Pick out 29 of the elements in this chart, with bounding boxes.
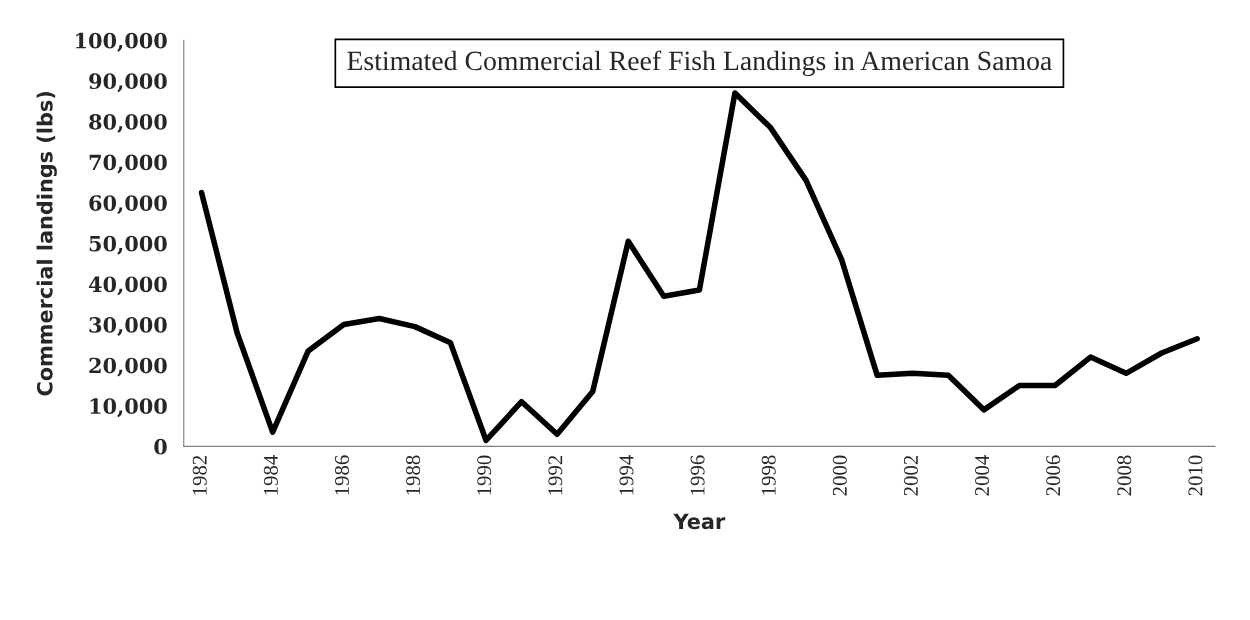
x-tick-label: 2008	[1117, 455, 1132, 496]
y-tick-label: 40,000	[88, 276, 167, 296]
y-tick-label: 0	[154, 438, 167, 455]
x-tick-label: 1996	[690, 455, 705, 495]
x-tick-label: 1982	[192, 455, 207, 495]
x-axis-title: Year	[673, 513, 726, 530]
y-tick-label: 20,000	[89, 357, 167, 377]
y-tick-label: 10,000	[90, 398, 167, 418]
x-tick-label: 2010	[1188, 455, 1203, 496]
y-tick-label: 30,000	[89, 317, 167, 336]
y-tick-label: 60,000	[89, 195, 167, 215]
y-tick-label: 50,000	[89, 235, 167, 255]
x-tick-label: 1998	[761, 455, 776, 495]
y-tick-label: 80,000	[89, 113, 167, 133]
chart-title: Estimated Commercial Reef Fish Landings in American Samoa	[347, 50, 1052, 76]
y-tick-label: 70,000	[89, 154, 167, 174]
x-tick-label: 1994	[619, 455, 634, 495]
x-tick-label: 1984	[263, 455, 278, 495]
y-tick-label: 90,000	[89, 73, 167, 93]
x-tick-label: 2000	[832, 455, 847, 496]
x-tick-label: 1992	[548, 455, 563, 495]
x-tick-label: 1986	[334, 455, 349, 495]
x-tick-label: 2004	[975, 455, 990, 496]
x-tick-label: 1990	[477, 455, 492, 495]
x-tick-label: 2002	[903, 455, 918, 496]
y-axis-title: Commercial landings (lbs)	[36, 91, 57, 396]
x-tick-label: 2006	[1046, 455, 1061, 496]
x-tick-label: 1988	[406, 455, 421, 495]
y-tick-label: 100,000	[76, 32, 167, 52]
